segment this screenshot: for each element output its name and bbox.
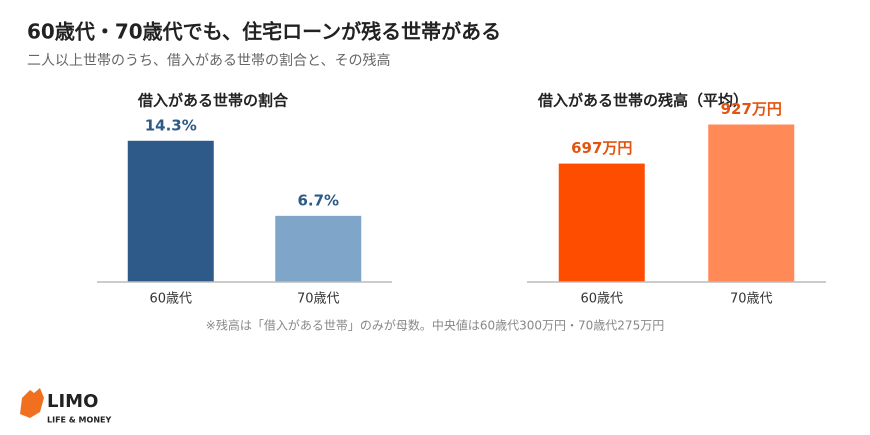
subtitle: 二人以上世帯のうち、借入がある世帯の割合と、その残高 (27, 52, 390, 69)
footnote: ※残高は「借入がある世帯」のみが母数。中央値は60歳代300万円・70歳代275… (206, 318, 664, 333)
title: 60歳代・70歳代でも、住宅ローンが残る世帯がある (27, 20, 501, 44)
bar (558, 163, 645, 282)
x-tick-label: 70歳代 (297, 292, 340, 307)
bar (708, 124, 795, 282)
logo: LIMO LIFE & MONEY (20, 388, 111, 425)
logo-icon (20, 388, 44, 418)
chart-title: 借入がある世帯の割合 (137, 92, 289, 110)
value-label: 927万円 (721, 100, 782, 118)
bar (275, 215, 362, 282)
chart-title: 借入がある世帯の残高（平均） (537, 92, 748, 110)
bar (127, 140, 214, 282)
x-tick-label: 60歳代 (580, 292, 623, 307)
logo-tagline: LIFE & MONEY (47, 416, 111, 425)
value-label: 697万円 (571, 139, 632, 157)
x-tick-label: 60歳代 (149, 292, 192, 307)
value-label: 6.7% (297, 191, 339, 209)
value-label: 14.3% (145, 116, 197, 134)
logo-name: LIMO (47, 391, 98, 412)
x-tick-label: 70歳代 (730, 292, 773, 307)
